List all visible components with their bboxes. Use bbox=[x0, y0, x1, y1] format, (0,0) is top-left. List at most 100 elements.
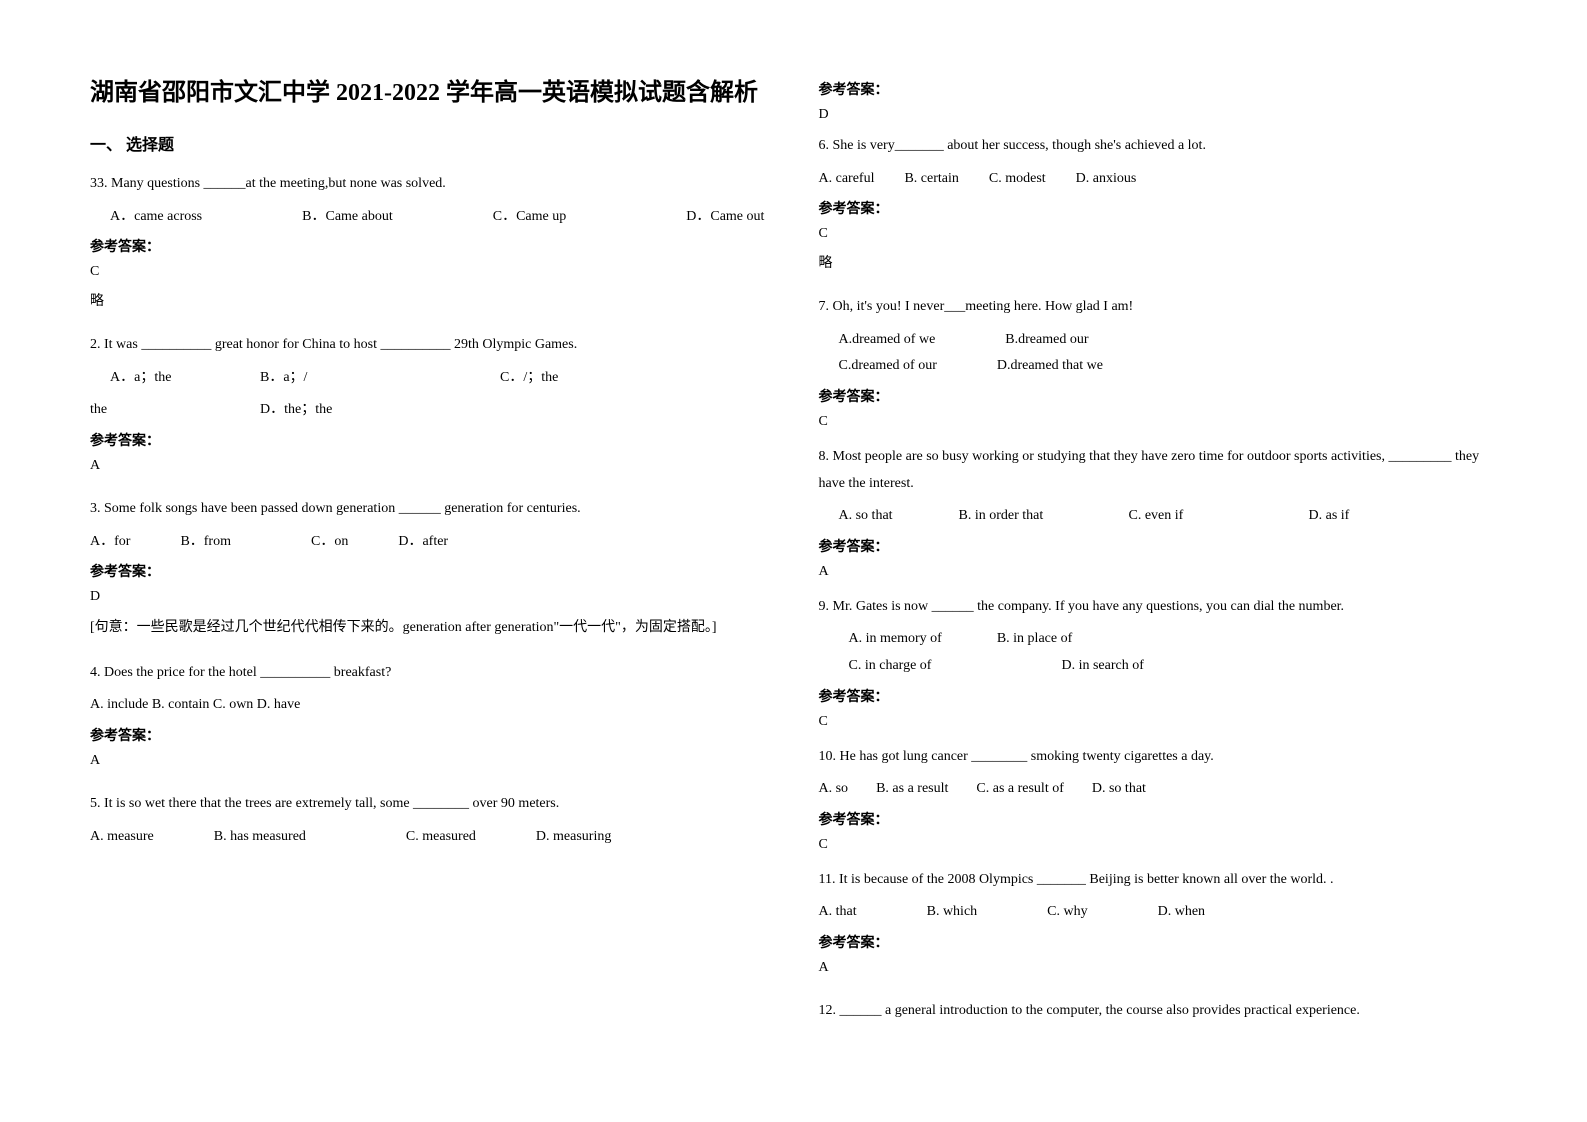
question-11: 11. It is because of the 2008 Olympics _… bbox=[819, 867, 1498, 986]
answer-value: C bbox=[819, 414, 1498, 430]
left-column: 湖南省邵阳市文汇中学 2021-2022 学年高一英语模拟试题含解析 一、 选择… bbox=[90, 75, 769, 1047]
option-a: A. careful bbox=[819, 166, 875, 193]
question-options: A．a；the B．a；/ C．/；the the D．the；the bbox=[90, 365, 769, 424]
option-d: D．the；the bbox=[260, 397, 332, 424]
option-d: D. anxious bbox=[1076, 166, 1137, 193]
question-9: 9. Mr. Gates is now ______ the company. … bbox=[819, 594, 1498, 740]
option-a: A. measure bbox=[90, 824, 154, 851]
question-5: 5. It is so wet there that the trees are… bbox=[90, 791, 769, 856]
right-column: 参考答案： D 6. She is very_______ about her … bbox=[819, 75, 1498, 1047]
option-a: A．for bbox=[90, 529, 130, 556]
question-options: A. measure B. has measured C. measured D… bbox=[90, 824, 769, 851]
option-b: B．a；/ bbox=[260, 365, 500, 392]
answer-extra: 略 bbox=[90, 290, 769, 310]
answer-value: C bbox=[819, 837, 1498, 853]
question-text: 3. Some folk songs have been passed down… bbox=[90, 496, 769, 523]
option-c: C. modest bbox=[989, 166, 1046, 193]
page-columns: 湖南省邵阳市文汇中学 2021-2022 学年高一英语模拟试题含解析 一、 选择… bbox=[90, 75, 1497, 1047]
question-10: 10. He has got lung cancer ________ smok… bbox=[819, 744, 1498, 863]
answer-value: C bbox=[819, 714, 1498, 730]
question-text: 2. It was __________ great honor for Chi… bbox=[90, 332, 769, 359]
option-b: B. which bbox=[927, 899, 978, 926]
question-options: A. include B. contain C. own D. have bbox=[90, 692, 769, 719]
answer-label: 参考答案： bbox=[819, 809, 1498, 829]
question-3: 3. Some folk songs have been passed down… bbox=[90, 496, 769, 648]
answer-label: 参考答案： bbox=[90, 725, 769, 745]
answer-label: 参考答案： bbox=[819, 536, 1498, 556]
option-d: D. measuring bbox=[536, 824, 611, 851]
option-b: B. in order that bbox=[959, 503, 1129, 530]
answer-value: A bbox=[819, 960, 1498, 976]
answer-label: 参考答案： bbox=[819, 386, 1498, 406]
question-12: 12. ______ a general introduction to the… bbox=[819, 998, 1498, 1031]
option-b: B．from bbox=[180, 529, 231, 556]
question-options: A. so B. as a result C. as a result of D… bbox=[819, 776, 1498, 803]
option-a: A．a；the bbox=[90, 365, 260, 392]
question-text: 9. Mr. Gates is now ______ the company. … bbox=[819, 594, 1498, 621]
option-b: B. in place of bbox=[997, 626, 1072, 653]
option-a: A. that bbox=[819, 899, 857, 926]
option-c: C．on bbox=[311, 529, 348, 556]
option-b: B．Came about bbox=[302, 204, 393, 231]
question-text: 33. Many questions ______at the meeting,… bbox=[90, 171, 769, 198]
section-heading: 一、 选择题 bbox=[90, 131, 769, 155]
question-text: 11. It is because of the 2008 Olympics _… bbox=[819, 867, 1498, 894]
question-2: 2. It was __________ great honor for Chi… bbox=[90, 332, 769, 484]
question-4: 4. Does the price for the hotel ________… bbox=[90, 660, 769, 779]
option-c: C. measured bbox=[406, 824, 476, 851]
question-options: A．for B．from C．on D．after bbox=[90, 529, 769, 556]
option-d: D．Came out bbox=[686, 204, 764, 231]
answer-value: A bbox=[819, 564, 1498, 580]
question-text: 7. Oh, it's you! I never___meeting here.… bbox=[819, 294, 1498, 321]
option-c: C. even if bbox=[1129, 503, 1309, 530]
answer-value: C bbox=[90, 264, 769, 280]
option-d: D.dreamed that we bbox=[997, 353, 1103, 380]
answer-label: 参考答案： bbox=[819, 686, 1498, 706]
explanation: [句意：一些民歌是经过几个世纪代代相传下来的。generation after … bbox=[90, 615, 769, 642]
option-a: A．came across bbox=[90, 204, 202, 231]
question-options: A．came across B．Came about C．Came up D．C… bbox=[90, 204, 769, 231]
answer-value: A bbox=[90, 753, 769, 769]
question-text: 8. Most people are so busy working or st… bbox=[819, 444, 1498, 497]
question-options: A. so that B. in order that C. even if D… bbox=[819, 503, 1498, 530]
option-d: D. when bbox=[1158, 899, 1205, 926]
option-b: B. as a result bbox=[876, 776, 948, 803]
question-options: A. careful B. certain C. modest D. anxio… bbox=[819, 166, 1498, 193]
option-c: C. as a result of bbox=[976, 776, 1063, 803]
answer-value: A bbox=[90, 458, 769, 474]
answer-label: 参考答案： bbox=[90, 430, 769, 450]
option-a: A. in memory of bbox=[849, 626, 942, 653]
option-d: D. so that bbox=[1092, 776, 1146, 803]
option-c: C. why bbox=[1047, 899, 1087, 926]
answer-value: D bbox=[819, 107, 1498, 123]
question-7: 7. Oh, it's you! I never___meeting here.… bbox=[819, 294, 1498, 440]
option-c: C．/；the bbox=[500, 365, 558, 392]
page-title: 湖南省邵阳市文汇中学 2021-2022 学年高一英语模拟试题含解析 bbox=[90, 75, 769, 111]
option-d: D．after bbox=[398, 529, 448, 556]
question-text: 10. He has got lung cancer ________ smok… bbox=[819, 744, 1498, 771]
answer-extra: 略 bbox=[819, 252, 1498, 272]
answer-label: 参考答案： bbox=[90, 236, 769, 256]
question-text: 6. She is very_______ about her success,… bbox=[819, 133, 1498, 160]
question-6: 6. She is very_______ about her success,… bbox=[819, 133, 1498, 282]
answer-label: 参考答案： bbox=[819, 198, 1498, 218]
option-a: A. so that bbox=[819, 503, 959, 530]
question-33: 33. Many questions ______at the meeting,… bbox=[90, 171, 769, 320]
option-c: C.dreamed of our bbox=[839, 353, 937, 380]
option-d: D. in search of bbox=[1061, 653, 1143, 680]
question-text: 4. Does the price for the hotel ________… bbox=[90, 660, 769, 687]
question-options: A. in memory of B. in place of C. in cha… bbox=[819, 626, 1498, 679]
option-b: B. certain bbox=[904, 166, 958, 193]
option-c: C. in charge of bbox=[849, 653, 932, 680]
option-a: A.dreamed of we bbox=[839, 327, 936, 354]
option-b: B.dreamed our bbox=[1005, 327, 1088, 354]
question-text: 12. ______ a general introduction to the… bbox=[819, 998, 1498, 1025]
answer-label: 参考答案： bbox=[819, 79, 1498, 99]
question-8: 8. Most people are so busy working or st… bbox=[819, 444, 1498, 590]
answer-label: 参考答案： bbox=[819, 932, 1498, 952]
option-c: C．Came up bbox=[493, 204, 567, 231]
answer-value: C bbox=[819, 226, 1498, 242]
option-d: D. as if bbox=[1309, 503, 1350, 530]
option-b: B. has measured bbox=[214, 824, 306, 851]
question-options: A. that B. which C. why D. when bbox=[819, 899, 1498, 926]
